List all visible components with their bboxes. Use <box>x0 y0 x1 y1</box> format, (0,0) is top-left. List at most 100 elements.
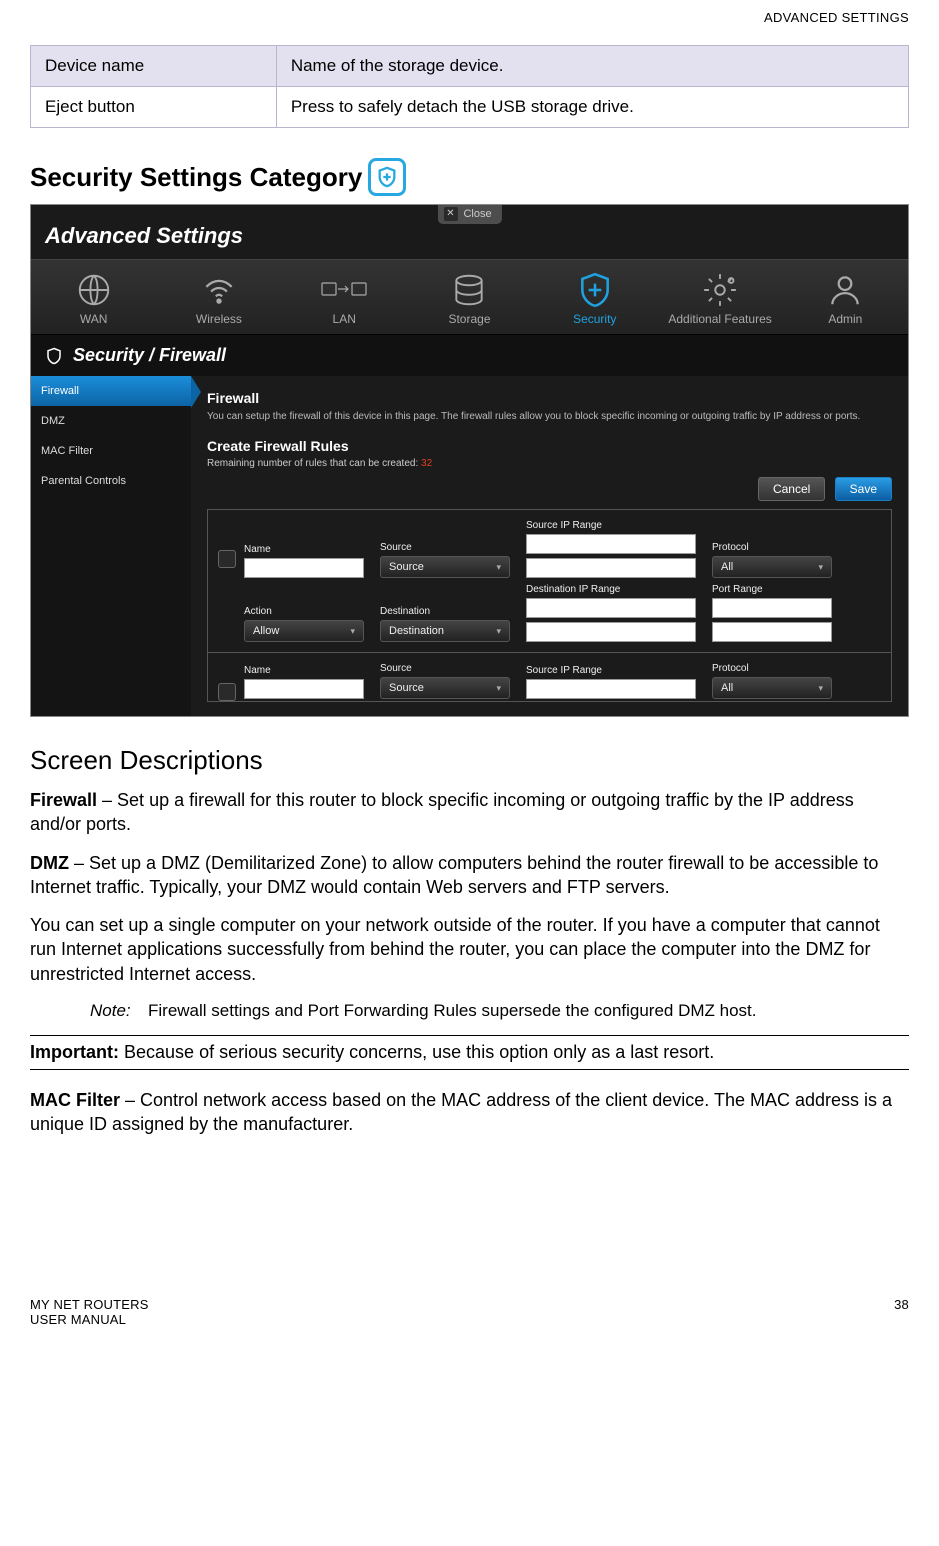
breadcrumb: Security / Firewall <box>31 335 908 376</box>
name-input[interactable] <box>244 679 364 699</box>
dmz-paragraph: DMZ – Set up a DMZ (Demilitarized Zone) … <box>30 851 909 900</box>
dmz-label: DMZ <box>30 853 69 873</box>
footer-left: MY NET ROUTERS USER MANUAL <box>30 1297 149 1327</box>
footer-line2: USER MANUAL <box>30 1312 149 1327</box>
nav-wan[interactable]: WAN <box>31 260 156 334</box>
rule-checkbox[interactable] <box>218 683 236 701</box>
shield-icon <box>532 270 657 310</box>
firewall-label: Firewall <box>30 790 97 810</box>
field-source: Source Source▾ <box>380 663 510 699</box>
sidebar-item-parental[interactable]: Parental Controls <box>31 466 191 496</box>
screen-descriptions-heading: Screen Descriptions <box>30 745 909 776</box>
rule-row: Name Source Source▾ Source IP Range Prot… <box>207 509 892 653</box>
field-dest-ip: Destination IP Range <box>526 584 696 642</box>
nav-lan[interactable]: LAN <box>282 260 407 334</box>
chevron-down-icon: ▾ <box>496 626 501 637</box>
label: Action <box>244 606 364 617</box>
button-row: Cancel Save <box>207 477 892 501</box>
field-source-ip: Source IP Range <box>526 665 696 699</box>
field-port: Port Range <box>712 584 832 642</box>
nav-label: LAN <box>282 312 407 326</box>
footer-line1: MY NET ROUTERS <box>30 1297 149 1312</box>
protocol-select[interactable]: All▾ <box>712 556 832 578</box>
page-footer: MY NET ROUTERS USER MANUAL 38 <box>30 1297 909 1327</box>
lan-icon <box>282 270 407 310</box>
page-number: 38 <box>894 1297 909 1327</box>
sidebar-item-macfilter[interactable]: MAC Filter <box>31 436 191 466</box>
mac-label: MAC Filter <box>30 1090 120 1110</box>
nav-label: Storage <box>407 312 532 326</box>
rule-checkbox[interactable] <box>218 550 236 568</box>
dmz-paragraph-2: You can set up a single computer on your… <box>30 913 909 986</box>
nav-additional[interactable]: Additional Features <box>657 260 782 334</box>
section-heading-text: Security Settings Category <box>30 162 362 193</box>
nav-admin[interactable]: Admin <box>783 260 908 334</box>
wifi-icon <box>156 270 281 310</box>
panel-subtitle: Create Firewall Rules <box>207 438 892 454</box>
firewall-paragraph: Firewall – Set up a firewall for this ro… <box>30 788 909 837</box>
important-text-val: Because of serious security concerns, us… <box>124 1042 714 1062</box>
source-select[interactable]: Source▾ <box>380 677 510 699</box>
nav-storage[interactable]: Storage <box>407 260 532 334</box>
nav-label: Additional Features <box>657 312 782 326</box>
globe-icon <box>31 270 156 310</box>
nav-label: Security <box>532 312 657 326</box>
remaining-value: 32 <box>421 458 432 469</box>
source-ip-input2[interactable] <box>526 558 696 578</box>
cell: Device name <box>31 46 277 87</box>
shield-icon <box>45 347 63 365</box>
source-select[interactable]: Source▾ <box>380 556 510 578</box>
nav-label: Admin <box>783 312 908 326</box>
field-destination: Destination Destination▾ <box>380 606 510 642</box>
source-ip-input[interactable] <box>526 534 696 554</box>
user-icon <box>783 270 908 310</box>
nav-bar: WAN Wireless LAN Storage Security <box>31 259 908 335</box>
label: Port Range <box>712 584 832 595</box>
close-icon: ✕ <box>443 207 457 221</box>
note-label: Note: <box>90 1000 148 1023</box>
name-input[interactable] <box>244 558 364 578</box>
section-heading: Security Settings Category <box>30 158 909 196</box>
storage-icon <box>407 270 532 310</box>
label: Name <box>244 665 364 676</box>
chevron-down-icon: ▾ <box>496 683 501 694</box>
cancel-button[interactable]: Cancel <box>758 477 825 501</box>
action-select[interactable]: Allow▾ <box>244 620 364 642</box>
chevron-down-icon: ▾ <box>818 562 823 573</box>
label: Source IP Range <box>526 665 696 676</box>
header-chapter-label: ADVANCED SETTINGS <box>30 10 909 25</box>
cell: Eject button <box>31 87 277 128</box>
nav-wireless[interactable]: Wireless <box>156 260 281 334</box>
gear-icon <box>657 270 782 310</box>
label: Protocol <box>712 542 832 553</box>
dest-ip-input[interactable] <box>526 598 696 618</box>
firewall-text: – Set up a firewall for this router to b… <box>30 790 854 834</box>
label: Destination <box>380 606 510 617</box>
mac-text: – Control network access based on the MA… <box>30 1090 892 1134</box>
important-label: Important: <box>30 1042 119 1062</box>
important-bar: Important: Because of serious security c… <box>30 1035 909 1070</box>
note-text: Firewall settings and Port Forwarding Ru… <box>148 1000 757 1023</box>
field-name: Name <box>244 665 364 699</box>
field-source: Source Source▾ <box>380 542 510 578</box>
port-input[interactable] <box>712 598 832 618</box>
breadcrumb-text: Security / Firewall <box>73 345 226 366</box>
chevron-down-icon: ▾ <box>496 562 501 573</box>
destination-select[interactable]: Destination▾ <box>380 620 510 642</box>
sidebar-item-firewall[interactable]: Firewall <box>31 376 191 406</box>
save-button[interactable]: Save <box>835 477 892 501</box>
panel-desc: You can setup the firewall of this devic… <box>207 410 892 424</box>
port-input2[interactable] <box>712 622 832 642</box>
close-label: Close <box>463 208 491 220</box>
source-ip-input[interactable] <box>526 679 696 699</box>
panel-title: Firewall <box>207 390 892 406</box>
nav-label: Wireless <box>156 312 281 326</box>
dest-ip-input2[interactable] <box>526 622 696 642</box>
rule-row: Name Source Source▾ Source IP Range Prot… <box>207 652 892 702</box>
sidebar-item-dmz[interactable]: DMZ <box>31 406 191 436</box>
label: Source IP Range <box>526 520 696 531</box>
nav-security[interactable]: Security <box>532 260 657 334</box>
chevron-down-icon: ▾ <box>350 626 355 637</box>
protocol-select[interactable]: All▾ <box>712 677 832 699</box>
close-tab[interactable]: ✕ Close <box>437 205 501 224</box>
